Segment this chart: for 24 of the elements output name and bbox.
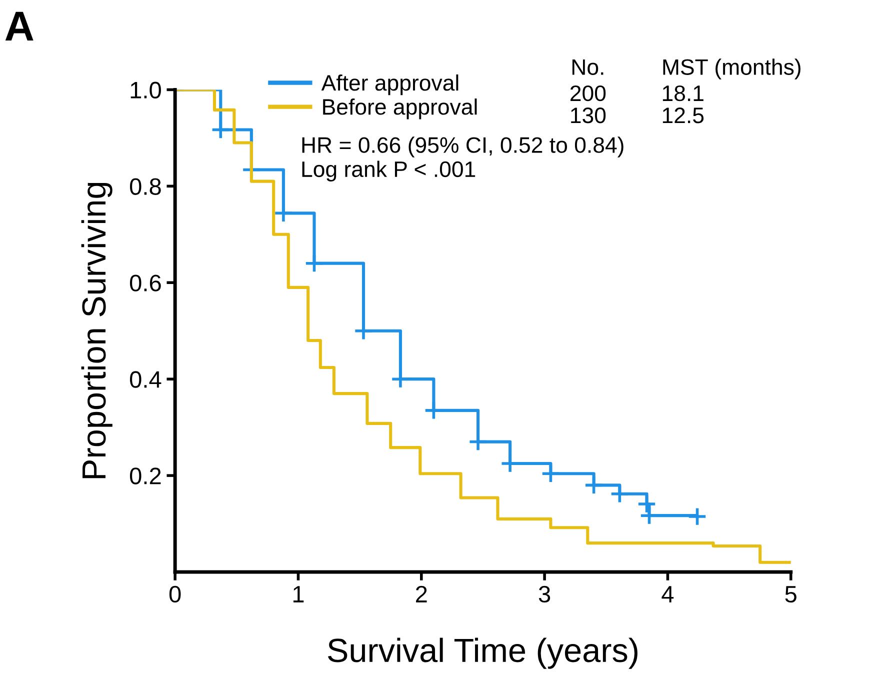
y-axis-title: Proportion Surviving [81,182,112,478]
x-tick-label: 1 [293,586,304,602]
x-tick-label: 5 [785,586,796,603]
y-tick-label: 1.0 [130,82,161,98]
annotation: 12.5 [662,108,704,124]
x-tick-label: 2 [416,586,427,602]
x-axis-title: Survival Time (years) [328,638,638,669]
text: MST (months) [663,58,800,80]
annotation: Log rank P < .001 [302,160,476,182]
y-tick-label: 0.4 [130,371,162,388]
text: No. [572,59,604,75]
y-tick-label: 0.2 [130,468,161,484]
y-tick-label: 0.6 [130,274,161,292]
legend-label: After approval [321,74,458,96]
chart-title: A [5,12,34,41]
annotation: HR = 0.66 (95% CI, 0.52 to 0.84) [302,136,624,158]
annotation: 130 [571,108,606,124]
annotation: 18.1 [662,85,704,102]
legend-label: Before approval [323,98,477,120]
annotation: 200 [570,85,606,102]
x-tick-label: 0 [169,586,181,603]
x-tick-label: 3 [538,586,550,603]
x-tick-label: 4 [662,586,674,602]
y-tick-label: 0.8 [130,178,161,195]
